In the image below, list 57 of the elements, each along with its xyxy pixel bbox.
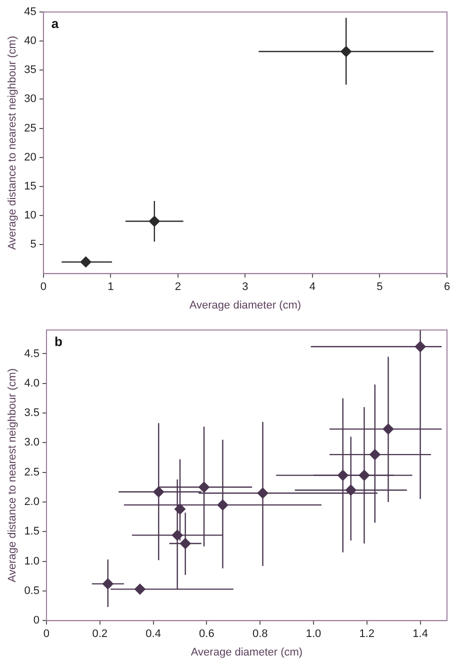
x-axis-title: Average diameter (cm)	[189, 299, 302, 312]
x-tick-label: 0.8	[252, 628, 268, 640]
point	[340, 46, 352, 58]
point	[134, 584, 146, 595]
point	[148, 216, 160, 227]
x-tick-label: 1	[108, 281, 114, 294]
y-axis-title: Average distance to nearest neighbour (cm)	[6, 36, 19, 250]
y-tick-label: 1.5	[24, 526, 40, 538]
y-tick-label: 10	[24, 210, 36, 222]
x-tick-label: 4	[309, 281, 316, 294]
point	[174, 504, 186, 515]
point	[198, 482, 210, 493]
point	[153, 486, 164, 498]
point	[172, 530, 183, 541]
x-tick-label: 5	[376, 281, 383, 294]
point	[337, 470, 348, 481]
x-tick-label: 1.0	[306, 628, 322, 640]
annotation: a	[51, 16, 60, 32]
y-tick-label: 2.5	[24, 466, 40, 478]
y-tick-label: 4.0	[24, 377, 40, 390]
y-tick-label: 15	[24, 180, 36, 192]
y-tick-label: 3.0	[24, 436, 40, 449]
x-tick-label: 0.4	[146, 628, 161, 640]
x-tick-label: 3	[242, 281, 248, 294]
annotation: b	[54, 334, 62, 350]
point	[358, 470, 370, 481]
y-tick-label: 25	[24, 122, 36, 134]
y-tick-label: 45	[24, 6, 36, 18]
y-tick-label: 0	[33, 614, 40, 627]
x-tick-label: 1.2	[359, 628, 375, 640]
y-tick-label: 4.5	[24, 348, 40, 360]
y-tick-label: 0.5	[24, 584, 40, 597]
x-tick-label: 0.6	[199, 628, 214, 640]
y-tick-label: 35	[24, 64, 36, 76]
x-tick-label: 2	[174, 281, 182, 294]
y-tick-label: 20	[24, 151, 36, 164]
y-tick-label: 40	[24, 35, 36, 48]
point	[80, 256, 92, 268]
y-tick-label: 2.0	[24, 496, 40, 508]
y-axis-title: Average distance to nearest neighbour (cm)	[6, 368, 19, 582]
point	[257, 488, 268, 499]
point	[102, 578, 114, 590]
x-tick-label: 1.4	[412, 628, 428, 640]
point	[180, 538, 191, 549]
point	[369, 449, 380, 460]
x-tick-label: 6	[444, 281, 450, 294]
y-tick-label: 3.5	[24, 407, 40, 420]
point	[217, 499, 228, 510]
point	[345, 484, 356, 496]
point	[382, 424, 394, 435]
y-tick-label: 1.0	[24, 555, 40, 568]
x-axis-title: Average diameter (cm)	[190, 646, 303, 658]
y-tick-label: 30	[24, 93, 36, 106]
point	[414, 341, 426, 352]
y-tick-label: 5	[30, 238, 36, 251]
x-tick-label: 0	[43, 628, 50, 640]
x-tick-label: 0.2	[92, 628, 108, 640]
